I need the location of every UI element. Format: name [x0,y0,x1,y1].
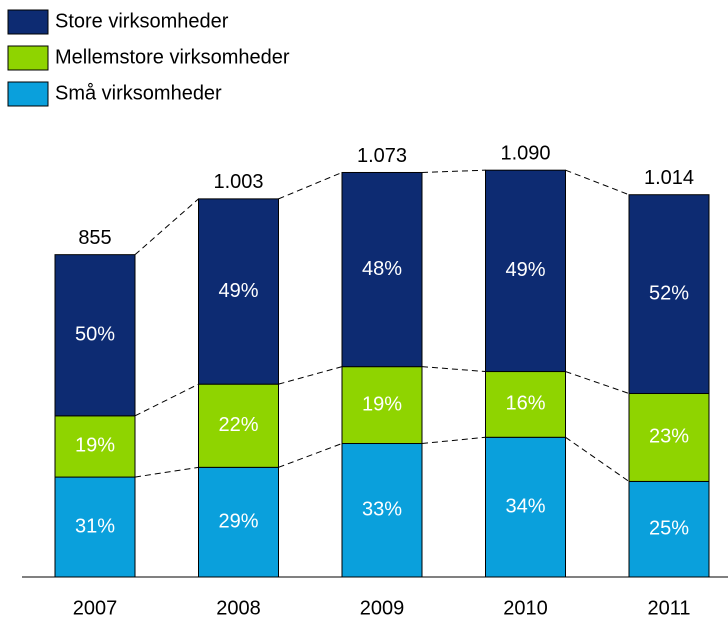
total-label: 1.003 [213,171,263,193]
legend-swatch [7,45,49,71]
value-label: 33% [362,499,402,521]
value-label: 22% [218,414,258,436]
connector-line [565,169,630,196]
x-tick-label: 2011 [647,597,690,619]
connector-line [278,366,343,385]
value-label: 29% [218,510,258,532]
connector-line [565,371,630,394]
value-label: 19% [75,435,115,457]
connector-line [421,366,486,373]
bar-segment [54,415,136,478]
x-tick-label: 2007 [73,597,118,619]
total-label: 1.073 [357,145,407,167]
bar-segment [54,254,136,417]
connector-line [134,198,199,256]
value-label: 25% [649,517,689,539]
legend-swatch [7,81,49,107]
bar-segment [198,198,279,385]
connector-line [565,436,630,482]
value-label: 48% [362,258,402,280]
total-label: 1.014 [644,167,694,189]
connector-line [421,169,486,173]
value-label: 34% [505,495,545,517]
bar-segment [54,476,136,578]
bar-segment [485,436,566,578]
bar-segment [485,371,566,438]
value-label: 49% [505,259,545,281]
value-label: 19% [362,393,402,415]
value-label: 23% [649,426,689,448]
connector-line [421,436,486,445]
bar-segment [628,194,710,395]
legend-swatch [7,9,49,35]
x-tick-label: 2009 [360,597,405,619]
total-label: 1.090 [500,142,550,164]
bar-segment [485,169,566,373]
value-label: 49% [218,280,258,302]
total-label: 855 [78,227,111,249]
connector-line [134,383,199,417]
x-tick-label: 2010 [503,597,548,619]
legend-label: Små virksomheder [55,82,222,104]
bar-segment [341,171,423,368]
connector-line [134,466,199,478]
value-label: 16% [505,393,545,415]
x-tick-label: 2008 [216,597,261,619]
legend-label: Store virksomheder [55,10,229,32]
value-label: 50% [75,324,115,346]
connector-line [278,172,343,200]
value-label: 31% [75,515,115,537]
bar-segment [628,480,710,578]
legend-label: Mellemstore virksomheder [55,46,290,68]
value-label: 52% [649,282,689,304]
bar-segment [341,366,423,445]
connector-line [278,443,343,468]
bar-segment [198,383,279,468]
bar-segment [198,466,279,578]
